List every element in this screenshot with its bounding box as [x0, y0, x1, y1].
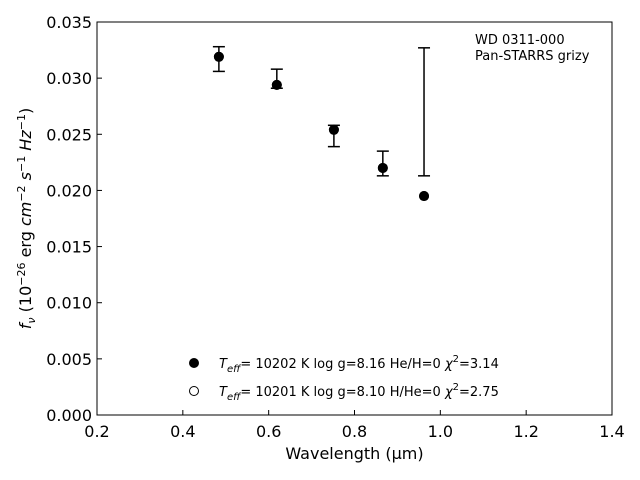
legend-entry-2: Teff= 10201 K log g=8.10 H/He=0 χ2=2.75: [219, 382, 499, 403]
x-tick-label: 0.2: [84, 422, 109, 441]
legend: Teff= 10202 K log g=8.16 He/H=0 χ2=3.14 …: [189, 354, 499, 403]
x-axis-label: Wavelength (μm): [285, 444, 423, 463]
model-point-open: [328, 124, 339, 135]
y-axis-label-group: fν (10−26 erg cm−2 s−1 Hz−1): [15, 108, 38, 329]
y-tick-label: 0.010: [46, 294, 92, 313]
y-tick-label: 0.030: [46, 69, 92, 88]
x-axis: 0.2 0.4 0.6 0.8 1.0 1.2 1.4: [84, 410, 625, 441]
legend-marker-open: [189, 386, 199, 396]
annotation-survey: Pan-STARRS grizy: [475, 49, 590, 64]
x-tick-label: 0.8: [342, 422, 367, 441]
x-tick-label: 1.0: [428, 422, 453, 441]
y-axis-label: fν (10−26 erg cm−2 s−1 Hz−1): [15, 108, 38, 329]
y-tick-label: 0.015: [46, 238, 92, 257]
model-point-open: [271, 79, 282, 90]
y-tick-label: 0.000: [46, 406, 92, 425]
y-tick-label: 0.005: [46, 350, 92, 369]
x-tick-label: 1.2: [513, 422, 538, 441]
x-tick-label: 0.4: [170, 422, 195, 441]
annotation-star-name: WD 0311-000: [475, 33, 565, 48]
plot-marks: [212, 45, 431, 202]
model-point-open: [377, 162, 388, 173]
legend-marker-filled: [189, 358, 199, 368]
legend-entry-1: Teff= 10202 K log g=8.16 He/H=0 χ2=3.14: [219, 354, 499, 375]
model-point-open: [419, 191, 430, 202]
model-point-open: [213, 51, 224, 62]
y-tick-label: 0.020: [46, 181, 92, 200]
y-tick-label: 0.025: [46, 125, 92, 144]
y-tick-label: 0.035: [46, 13, 92, 32]
x-tick-label: 1.4: [599, 422, 624, 441]
x-tick-label: 0.6: [256, 422, 281, 441]
y-axis: 0.000 0.005 0.010 0.015 0.020 0.025 0.030 0.035: [46, 13, 102, 425]
